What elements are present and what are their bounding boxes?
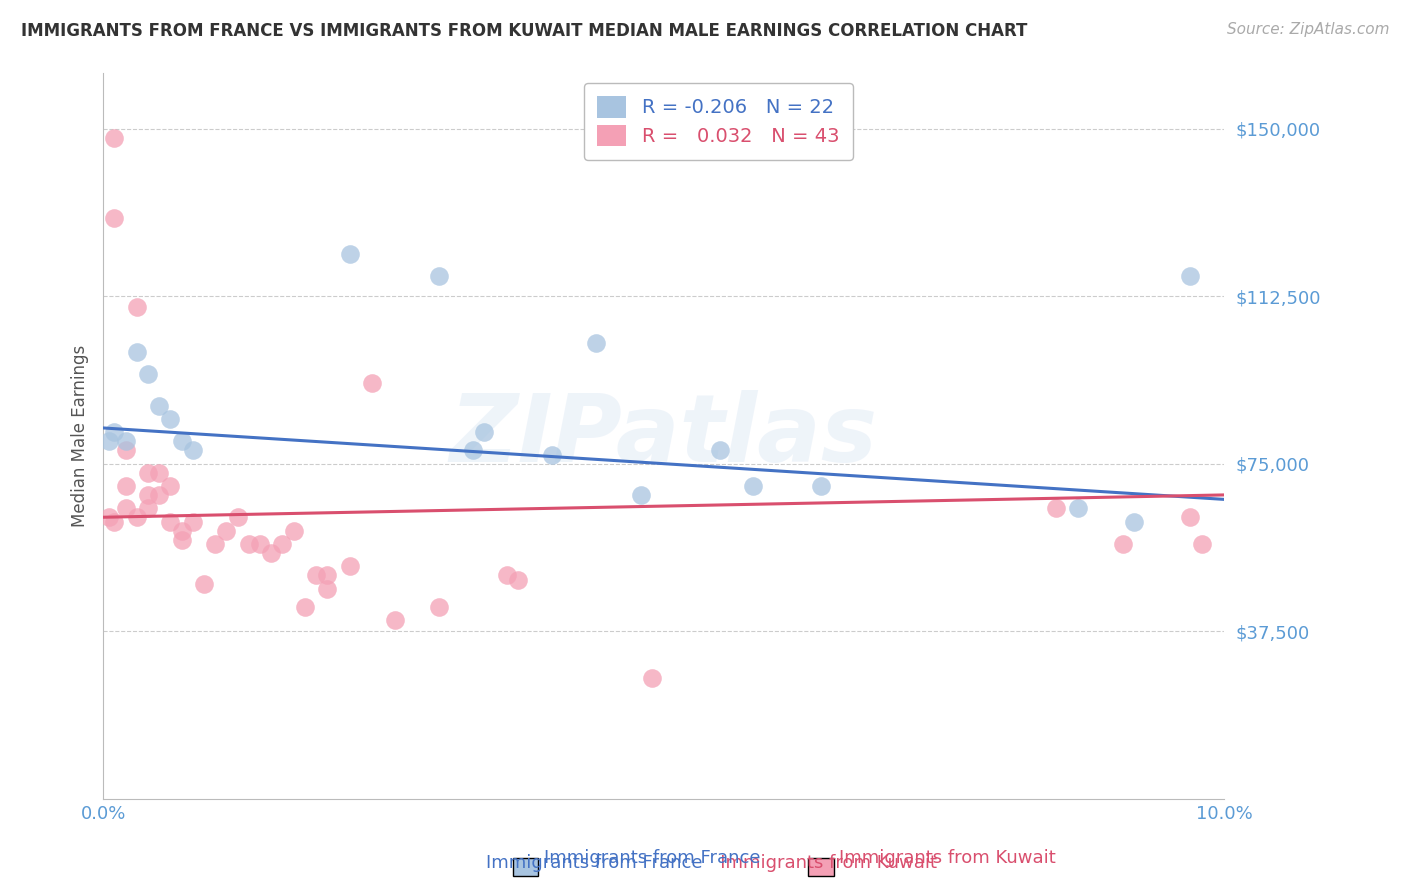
Point [1180, 269, 1202, 284]
Point [339, 247, 361, 261]
Point [1191, 537, 1213, 551]
Point [585, 336, 607, 351]
Point [114, 443, 136, 458]
Point [294, 599, 316, 614]
Point [316, 582, 339, 596]
Point [97, 434, 120, 449]
Point [159, 515, 181, 529]
Point [170, 434, 193, 449]
Point [461, 443, 484, 458]
Point [215, 524, 238, 538]
Point [271, 537, 294, 551]
Point [103, 425, 125, 440]
Point [238, 537, 260, 551]
Point [125, 345, 148, 359]
Point [1112, 537, 1135, 551]
Point [641, 671, 664, 685]
Text: Source: ZipAtlas.com: Source: ZipAtlas.com [1226, 22, 1389, 37]
Point [1180, 510, 1202, 524]
Point [506, 573, 529, 587]
Point [742, 479, 765, 493]
Point [125, 510, 148, 524]
Legend: R = -0.206   N = 22, R =   0.032   N = 43: R = -0.206 N = 22, R = 0.032 N = 43 [583, 83, 853, 160]
Point [429, 599, 451, 614]
Point [114, 501, 136, 516]
Point [193, 577, 215, 591]
Point [170, 524, 193, 538]
Point [125, 301, 148, 315]
Point [181, 515, 204, 529]
Text: Immigrants from France: Immigrants from France [486, 855, 703, 872]
Point [249, 537, 271, 551]
Text: Immigrants from France: Immigrants from France [544, 849, 761, 867]
Point [114, 434, 136, 449]
Point [136, 466, 159, 480]
Point [136, 501, 159, 516]
Point [305, 568, 328, 582]
Point [114, 479, 136, 493]
Point [148, 399, 170, 413]
Point [709, 443, 731, 458]
Point [316, 568, 339, 582]
Point [384, 613, 406, 627]
Point [226, 510, 249, 524]
Text: IMMIGRANTS FROM FRANCE VS IMMIGRANTS FROM KUWAIT MEDIAN MALE EARNINGS CORRELATIO: IMMIGRANTS FROM FRANCE VS IMMIGRANTS FRO… [21, 22, 1028, 40]
Point [159, 479, 181, 493]
Point [1067, 501, 1090, 516]
Point [148, 466, 170, 480]
Point [204, 537, 226, 551]
Point [540, 448, 562, 462]
Point [170, 533, 193, 547]
Point [136, 488, 159, 502]
Text: ZIPatlas: ZIPatlas [450, 390, 877, 482]
Point [103, 130, 125, 145]
Text: Immigrants from Kuwait: Immigrants from Kuwait [839, 849, 1056, 867]
Point [136, 368, 159, 382]
Point [630, 488, 652, 502]
Point [1123, 515, 1146, 529]
Point [103, 515, 125, 529]
Point [148, 488, 170, 502]
Point [159, 412, 181, 426]
Point [495, 568, 517, 582]
Point [339, 559, 361, 574]
Point [361, 376, 384, 391]
Text: Immigrants from Kuwait: Immigrants from Kuwait [703, 855, 936, 872]
Point [97, 510, 120, 524]
Point [283, 524, 305, 538]
Y-axis label: Median Male Earnings: Median Male Earnings [72, 344, 89, 527]
Point [103, 211, 125, 225]
Point [810, 479, 832, 493]
Point [429, 269, 451, 284]
Point [181, 443, 204, 458]
Point [472, 425, 495, 440]
Point [1045, 501, 1067, 516]
Point [260, 546, 283, 560]
